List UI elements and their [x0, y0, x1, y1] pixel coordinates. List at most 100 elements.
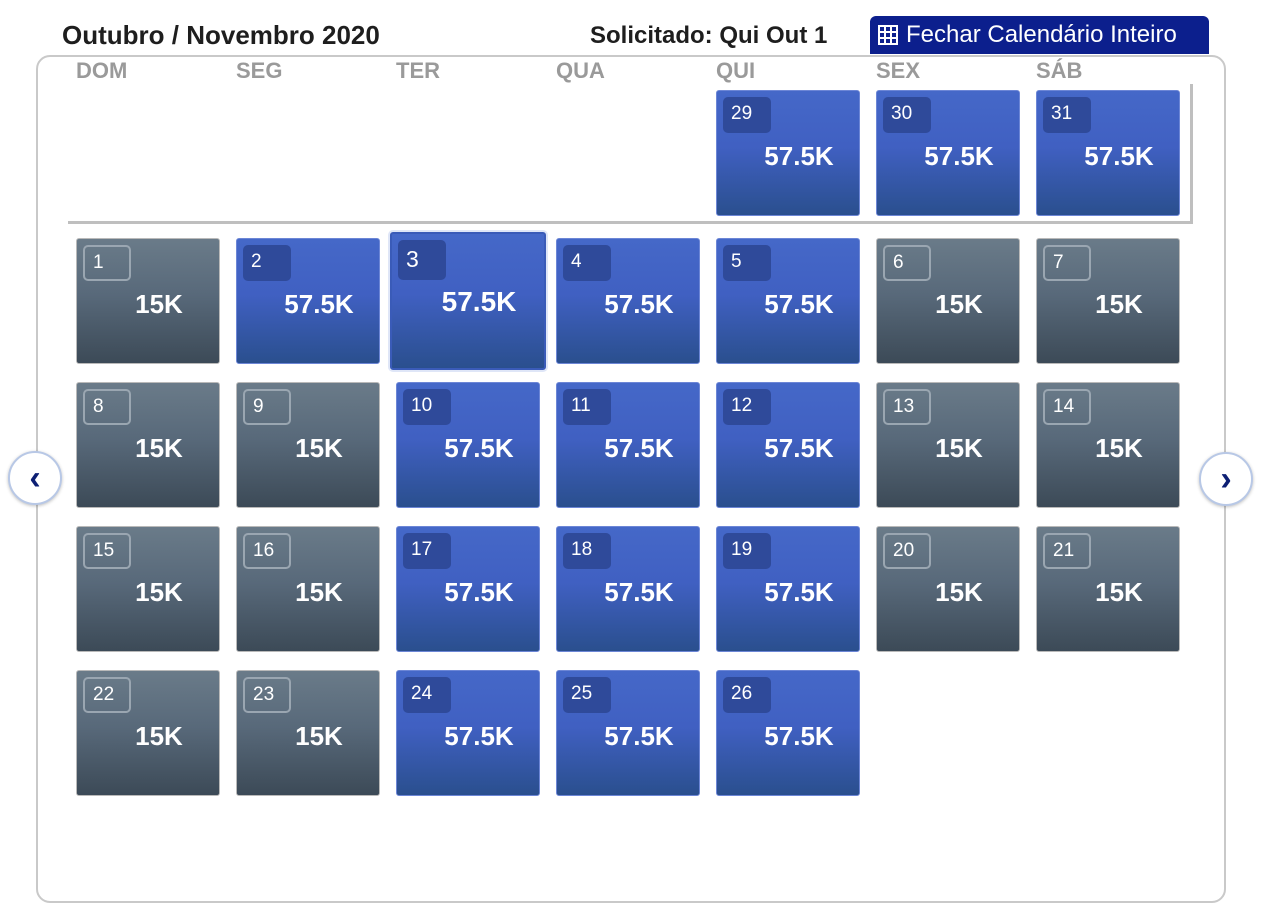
day-number: 18	[563, 533, 611, 569]
day-number: 19	[723, 533, 771, 569]
day-number: 31	[1043, 97, 1091, 133]
day-number: 24	[403, 677, 451, 713]
day-price: 15K	[135, 577, 183, 607]
previous-month-button[interactable]: ‹	[8, 451, 62, 505]
day-price: 15K	[935, 433, 983, 463]
chevron-left-icon: ‹	[29, 458, 41, 497]
day-number: 20	[883, 533, 931, 569]
page-title: Outubro / Novembro 2020	[62, 20, 380, 50]
weekday-label: SÁB	[1036, 58, 1083, 83]
day-price: 15K	[295, 721, 343, 751]
day-price: 57.5K	[604, 577, 674, 607]
day-tile[interactable]: 12 57.5K	[716, 382, 860, 508]
day-price: 15K	[1095, 289, 1143, 319]
day-tile[interactable]: 24 57.5K	[396, 670, 540, 796]
day-tile[interactable]: 10 57.5K	[396, 382, 540, 508]
day-price: 15K	[1095, 577, 1143, 607]
day-tile[interactable]: 16 15K	[236, 526, 380, 652]
day-number: 6	[883, 245, 931, 281]
day-price: 57.5K	[764, 141, 834, 171]
day-number: 12	[723, 389, 771, 425]
weekday-label: SEX	[876, 58, 921, 83]
chevron-right-icon: ›	[1220, 459, 1232, 498]
day-price: 57.5K	[604, 433, 674, 463]
day-price: 57.5K	[764, 577, 834, 607]
day-number: 7	[1043, 245, 1091, 281]
day-number: 21	[1043, 533, 1091, 569]
day-price: 15K	[935, 577, 983, 607]
weekday-label: QUA	[556, 58, 605, 83]
day-number: 8	[83, 389, 131, 425]
day-tile[interactable]: 25 57.5K	[556, 670, 700, 796]
day-tile[interactable]: 31 57.5K	[1036, 90, 1180, 216]
day-number: 4	[563, 245, 611, 281]
day-price: 57.5K	[1084, 141, 1154, 171]
day-number: 10	[403, 389, 451, 425]
day-tile[interactable]: 5 57.5K	[716, 238, 860, 364]
day-number: 1	[83, 245, 131, 281]
day-number: 2	[243, 245, 291, 281]
day-tile[interactable]: 18 57.5K	[556, 526, 700, 652]
weekday-label: TER	[396, 58, 440, 83]
close-calendar-label: Fechar Calendário Inteiro	[906, 21, 1177, 48]
weekday-label: SEG	[236, 58, 283, 83]
day-number: 14	[1043, 389, 1091, 425]
day-tile[interactable]: 13 15K	[876, 382, 1020, 508]
day-tile[interactable]: 23 15K	[236, 670, 380, 796]
day-price: 57.5K	[444, 721, 514, 751]
day-price: 57.5K	[444, 577, 514, 607]
day-number: 26	[723, 677, 771, 713]
day-price: 57.5K	[604, 289, 674, 319]
day-tile[interactable]: 8 15K	[76, 382, 220, 508]
day-number: 13	[883, 389, 931, 425]
day-tile[interactable]: 1 15K	[76, 238, 220, 364]
day-tile[interactable]: 19 57.5K	[716, 526, 860, 652]
day-number: 25	[563, 677, 611, 713]
close-calendar-button[interactable]: Fechar Calendário Inteiro	[870, 16, 1209, 54]
day-number: 30	[883, 97, 931, 133]
day-tile[interactable]: 22 15K	[76, 670, 220, 796]
day-price: 15K	[935, 289, 983, 319]
day-number: 11	[563, 389, 611, 425]
day-tile-selected[interactable]: 3 57.5K	[390, 232, 546, 370]
weekday-label: QUI	[716, 58, 756, 83]
day-price: 57.5K	[764, 433, 834, 463]
day-price: 57.5K	[441, 286, 517, 317]
day-number: 16	[243, 533, 291, 569]
day-price: 15K	[135, 433, 183, 463]
day-price: 57.5K	[924, 141, 994, 171]
day-price: 57.5K	[764, 721, 834, 751]
day-tile[interactable]: 17 57.5K	[396, 526, 540, 652]
day-price: 15K	[135, 289, 183, 319]
day-tile[interactable]: 29 57.5K	[716, 90, 860, 216]
day-tile[interactable]: 2 57.5K	[236, 238, 380, 364]
day-number: 5	[723, 245, 771, 281]
day-tile[interactable]: 11 57.5K	[556, 382, 700, 508]
day-price: 15K	[295, 577, 343, 607]
previous-month-frame	[68, 84, 1193, 224]
day-number: 23	[243, 677, 291, 713]
day-tile[interactable]: 26 57.5K	[716, 670, 860, 796]
day-tile[interactable]: 30 57.5K	[876, 90, 1020, 216]
day-tile[interactable]: 14 15K	[1036, 382, 1180, 508]
day-price: 15K	[295, 433, 343, 463]
day-tile[interactable]: 15 15K	[76, 526, 220, 652]
requested-date: Solicitado: Qui Out 1	[590, 22, 828, 49]
day-tile[interactable]: 9 15K	[236, 382, 380, 508]
next-month-button[interactable]: ›	[1199, 452, 1253, 506]
calendar-grid-icon	[878, 25, 898, 45]
day-number: 17	[403, 533, 451, 569]
day-price: 15K	[1095, 433, 1143, 463]
day-tile[interactable]: 20 15K	[876, 526, 1020, 652]
day-number: 3	[398, 240, 446, 280]
weekday-label: DOM	[76, 58, 128, 83]
day-tile[interactable]: 4 57.5K	[556, 238, 700, 364]
day-price: 15K	[135, 721, 183, 751]
day-number: 9	[243, 389, 291, 425]
day-number: 29	[723, 97, 771, 133]
day-tile[interactable]: 21 15K	[1036, 526, 1180, 652]
day-price: 57.5K	[764, 289, 834, 319]
day-number: 22	[83, 677, 131, 713]
day-tile[interactable]: 7 15K	[1036, 238, 1180, 364]
day-tile[interactable]: 6 15K	[876, 238, 1020, 364]
